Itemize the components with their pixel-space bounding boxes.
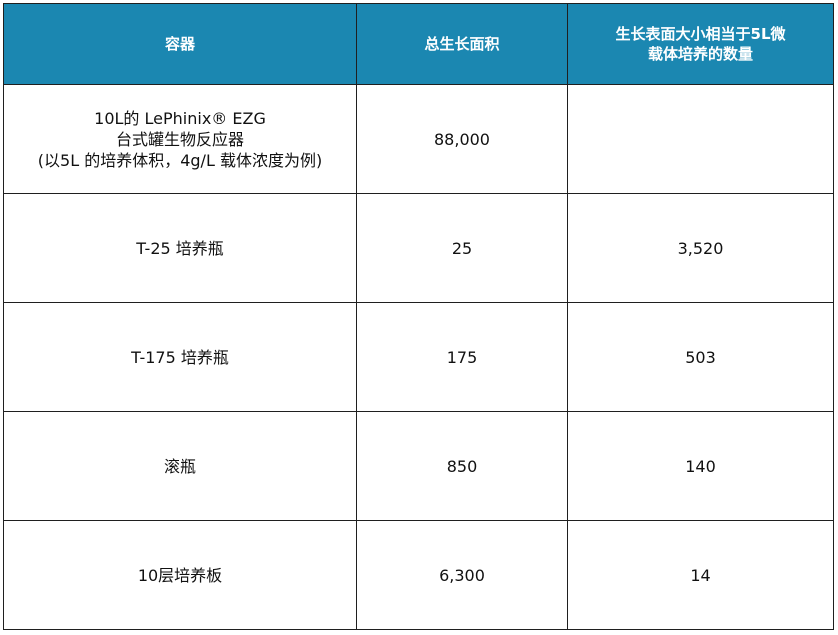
cell-container: T-25 培养瓶 <box>3 193 357 303</box>
cell-equivalent <box>567 84 834 194</box>
header-equivalent-line2: 载体培养的数量 <box>647 45 753 63</box>
header-row: 容器 总生长面积 生长表面大小相当于5L微 载体培养的数量 <box>3 3 834 85</box>
table-row: 滚瓶 850 140 <box>3 411 834 521</box>
header-equivalent-line1: 生长表面大小相当于5L微 <box>615 25 786 43</box>
header-container: 容器 <box>3 3 357 85</box>
table-row: 10L的 LePhinix® EZG 台式罐生物反应器 (以5L 的培养体积，4… <box>3 84 834 194</box>
cell-equivalent: 14 <box>567 520 834 630</box>
cell-area: 25 <box>356 193 568 303</box>
cell-area: 850 <box>356 411 568 521</box>
container-line1: 10L的 LePhinix® EZG <box>94 108 266 128</box>
container-line2: 台式罐生物反应器 <box>115 129 244 149</box>
cell-container: 滚瓶 <box>3 411 357 521</box>
cell-equivalent: 140 <box>567 411 834 521</box>
cell-equivalent: 3,520 <box>567 193 834 303</box>
cell-container: 10层培养板 <box>3 520 357 630</box>
header-equivalent-count: 生长表面大小相当于5L微 载体培养的数量 <box>567 3 834 85</box>
table-row: T-175 培养瓶 175 503 <box>3 302 834 412</box>
cell-container: 10L的 LePhinix® EZG 台式罐生物反应器 (以5L 的培养体积，4… <box>3 84 357 194</box>
container-line3: (以5L 的培养体积，4g/L 载体浓度为例) <box>37 150 323 170</box>
cell-container: T-175 培养瓶 <box>3 302 357 412</box>
table-row: T-25 培养瓶 25 3,520 <box>3 193 834 303</box>
cell-area: 88,000 <box>356 84 568 194</box>
comparison-table: 容器 总生长面积 生长表面大小相当于5L微 载体培养的数量 10L的 LePhi… <box>3 3 834 630</box>
cell-equivalent: 503 <box>567 302 834 412</box>
table-row: 10层培养板 6,300 14 <box>3 520 834 630</box>
cell-area: 6,300 <box>356 520 568 630</box>
header-total-area: 总生长面积 <box>356 3 568 85</box>
cell-area: 175 <box>356 302 568 412</box>
